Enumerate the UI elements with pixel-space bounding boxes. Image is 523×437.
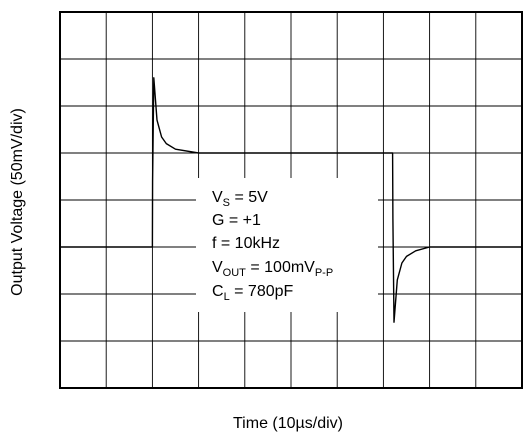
annotation-supply: VS = 5V xyxy=(212,189,268,209)
annotation-frequency: f = 10kHz xyxy=(212,235,280,252)
y-axis-label: Output Voltage (50mV/div) xyxy=(9,108,26,296)
plot-frame xyxy=(59,11,523,389)
annotation-block: VS = 5V G = +1 f = 10kHz VOUT = 100mVP-P… xyxy=(212,189,333,303)
annotation-output-voltage: VOUT = 100mVP-P xyxy=(212,259,333,279)
x-axis-label: Time (10µs/div) xyxy=(233,415,343,432)
annotation-box xyxy=(196,178,378,312)
annotation-load-capacitance: CL = 780pF xyxy=(212,283,294,303)
annotation-gain: G = +1 xyxy=(212,212,261,229)
waveform-trace xyxy=(60,77,522,323)
